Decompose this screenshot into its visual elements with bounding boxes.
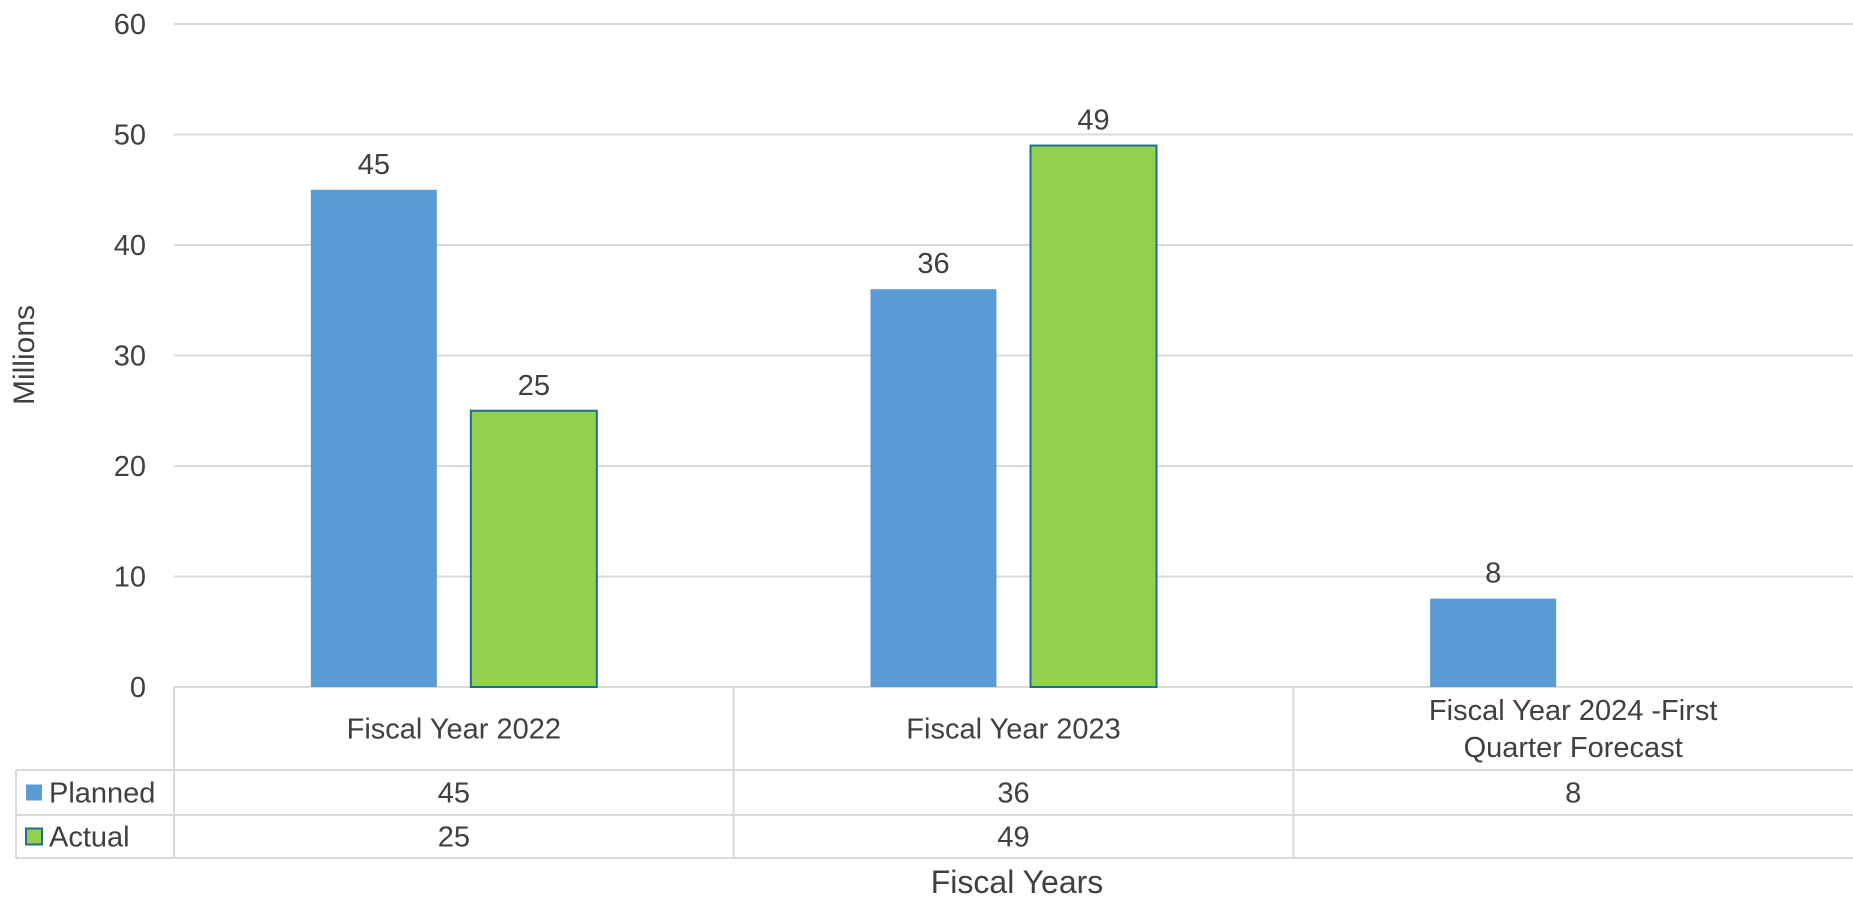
y-tick-label: 30 (114, 341, 146, 373)
legend-label: Planned (49, 778, 155, 810)
table-value: 25 (438, 822, 470, 854)
data-labels: 45 25 36 49 8 (358, 105, 1502, 590)
y-axis-title: Millions (8, 305, 41, 405)
bars (310, 144, 1557, 689)
y-tick-label: 60 (114, 9, 146, 41)
bar-actual (1029, 144, 1158, 689)
y-axis: 0 10 20 30 40 50 60 (114, 9, 146, 704)
y-tick-label: 0 (130, 672, 146, 704)
data-label: 36 (917, 248, 949, 280)
table-value: 8 (1565, 778, 1581, 810)
bar-planned (1430, 598, 1557, 687)
table-value: 45 (438, 778, 470, 810)
legend-key-actual (25, 827, 43, 846)
y-tick-label: 20 (114, 451, 146, 483)
bar-planned (310, 189, 437, 687)
data-label: 45 (358, 149, 390, 181)
legend-label: Actual (49, 822, 130, 854)
data-label: 8 (1485, 558, 1501, 590)
legend-key-planned (26, 784, 42, 801)
data-label: 49 (1077, 105, 1109, 137)
y-tick-label: 50 (114, 120, 146, 152)
x-category-label: Fiscal Year 2023 (906, 714, 1120, 746)
data-table: Fiscal Year 2022 Fiscal Year 2023 Fiscal Y… (15, 687, 1853, 859)
x-category-label: Fiscal Year 2024 -First (1429, 695, 1718, 727)
table-value: 49 (997, 822, 1029, 854)
y-tick-label: 10 (114, 562, 146, 594)
x-category-label: Fiscal Year 2022 (347, 714, 561, 746)
gridlines (174, 23, 1853, 688)
bar-planned (870, 289, 997, 687)
x-axis-title: Fiscal Years (931, 864, 1104, 897)
x-category-label: Quarter Forecast (1464, 732, 1683, 764)
bar-actual (469, 409, 598, 688)
data-label: 25 (518, 370, 550, 402)
y-tick-label: 40 (114, 230, 146, 262)
table-value: 36 (997, 778, 1029, 810)
